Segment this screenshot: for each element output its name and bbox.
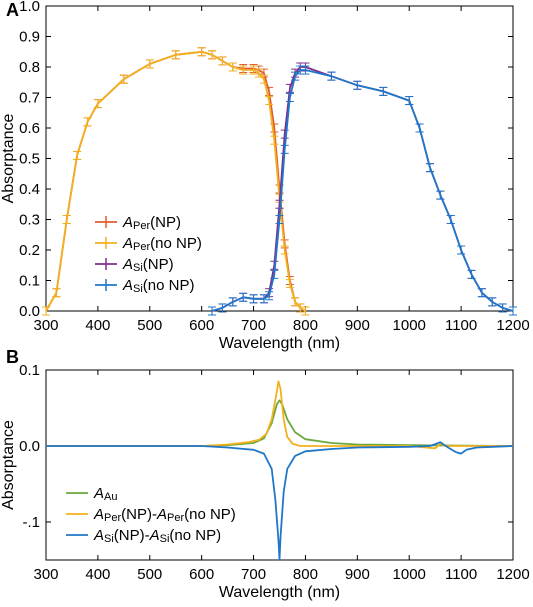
legend-entry: ASi(NP) xyxy=(122,256,174,274)
series-line xyxy=(46,441,514,561)
y-tick-label: 0.6 xyxy=(19,120,40,137)
series-line xyxy=(45,50,306,312)
x-tick-label: 800 xyxy=(293,317,318,334)
x-tick-label: 700 xyxy=(241,317,266,334)
x-tick-label: 600 xyxy=(189,317,214,334)
y-tick-label: 0.4 xyxy=(19,181,40,198)
x-tick-label: 900 xyxy=(345,566,370,583)
series-line xyxy=(211,66,514,312)
x-tick-label: 400 xyxy=(85,566,110,583)
panel-b-x-axis-label: Wavelength (nm) xyxy=(219,584,340,601)
panel-a-ticks: 300 400 500 600 700 800 900 1000 1100 1200 0.0 0.1 0… xyxy=(19,0,530,334)
x-tick-label: 300 xyxy=(33,566,58,583)
y-tick-label: 0.9 xyxy=(19,29,40,46)
x-tick-label: 500 xyxy=(137,566,162,583)
x-tick-label: 1100 xyxy=(445,566,477,583)
panel-b-y-axis-label: Absorptance xyxy=(0,420,17,510)
y-tick-label: 0.0 xyxy=(19,303,40,320)
x-tick-label: 1200 xyxy=(496,317,529,334)
x-tick-label: 1000 xyxy=(393,317,426,334)
x-tick-label: 1200 xyxy=(496,566,529,583)
panel-b-ticks: 300 400 500 600 700 800 900 1000 1100 1200 -.1 0.0 0… xyxy=(19,362,530,583)
series-line xyxy=(46,399,514,447)
panel-a-legend: APer(NP) APer(no NP) ASi(NP) ASi(no NP) xyxy=(95,214,202,295)
x-tick-label: 1100 xyxy=(445,317,477,334)
y-tick-label: 0.1 xyxy=(19,273,40,290)
x-tick-label: 600 xyxy=(189,566,214,583)
legend-entry: ASi(NP)-ASi(no NP) xyxy=(93,527,221,545)
legend-entry: ASi(no NP) xyxy=(122,277,194,295)
y-tick-label: 0.5 xyxy=(19,151,40,168)
y-tick-label: 0.8 xyxy=(19,59,40,76)
panel-a-plot-frame xyxy=(45,5,514,312)
x-tick-label: 300 xyxy=(33,317,58,334)
x-tick-label: 1000 xyxy=(393,566,426,583)
x-tick-label: 800 xyxy=(293,566,318,583)
panel-b-legend: AAu APer(NP)-APer(no NP) ASi(NP)-ASi(no NP… xyxy=(66,485,236,545)
x-tick-label: 400 xyxy=(85,317,110,334)
panel-a-series xyxy=(42,47,517,316)
panel-b-series xyxy=(46,380,514,561)
y-tick-label: 0.2 xyxy=(19,242,40,259)
legend-entry: AAu xyxy=(93,485,117,503)
y-tick-label: 0.7 xyxy=(19,90,40,107)
panel-b-label: B xyxy=(6,347,19,367)
series-line xyxy=(46,380,513,450)
series-line xyxy=(211,69,514,312)
panel-b-chart: 300 400 500 600 700 800 900 1000 1100 1200 -.1 0.0 0… xyxy=(0,362,530,601)
y-tick-label: 0.0 xyxy=(19,438,40,455)
legend-entry: APer(no NP) xyxy=(122,235,202,253)
legend-entry: APer(NP) xyxy=(122,214,181,232)
legend-entry: APer(NP)-APer(no NP) xyxy=(93,506,236,524)
panel-a-label: A xyxy=(6,0,19,20)
y-tick-label: 0.3 xyxy=(19,212,40,229)
y-tick-label: -.1 xyxy=(22,514,40,531)
x-tick-label: 700 xyxy=(241,566,266,583)
x-tick-label: 500 xyxy=(137,317,162,334)
x-tick-label: 900 xyxy=(345,317,370,334)
panel-a-chart: 300 400 500 600 700 800 900 1000 1100 1200 0.0 0.1 0… xyxy=(0,0,530,352)
panel-a-x-axis-label: Wavelength (nm) xyxy=(219,335,340,352)
y-tick-label: 1.0 xyxy=(19,0,40,15)
panel-a-y-axis-label: Absorptance xyxy=(0,113,17,203)
y-tick-label: 0.1 xyxy=(19,362,40,379)
